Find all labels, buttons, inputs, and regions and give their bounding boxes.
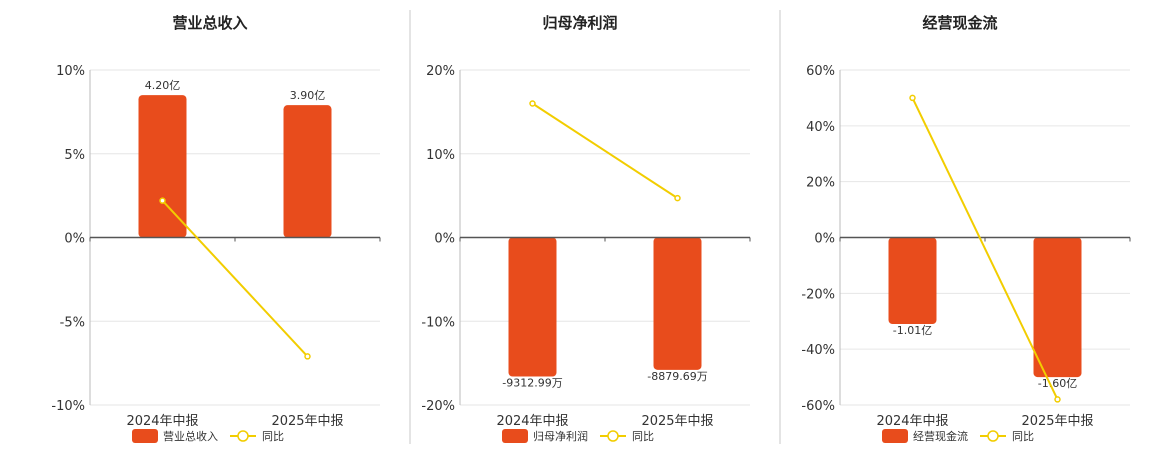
- chart-panel-2: 归母净利润 20% 10% 0% -10% -20% -9312.99万 -8879.69万 2…: [421, 14, 751, 443]
- x-tick-label: 2025年中报: [271, 414, 343, 429]
- bar-data-label: -9312.99万: [502, 377, 562, 390]
- chart-panel-1: 营业总收入 10% 5% 0% -5% -10% 4.20亿 3.90亿 2024年中报 2025…: [51, 14, 381, 443]
- y-tick-label: -60%: [801, 399, 835, 414]
- yoy-point: [674, 194, 681, 202]
- legend-line-label: 同比: [632, 430, 654, 443]
- bar: [283, 105, 332, 238]
- bar-data-label: 4.20亿: [145, 79, 181, 92]
- yoy-point: [909, 94, 916, 102]
- yoy-line: [911, 97, 1059, 400]
- y-tick-label: 10%: [426, 148, 455, 163]
- chart-title: 营业总收入: [172, 14, 247, 32]
- y-tick-label: 20%: [426, 64, 455, 79]
- y-tick-label: 60%: [806, 64, 835, 79]
- legend-bar-swatch: [502, 429, 528, 443]
- legend-line-marker: [237, 430, 249, 442]
- x-tick-label: 2024年中报: [876, 414, 948, 429]
- y-tick-label: 0%: [64, 232, 85, 247]
- bar-data-label: -1.01亿: [893, 324, 932, 337]
- bar: [1033, 237, 1082, 378]
- y-tick-label: 20%: [806, 176, 835, 191]
- y-tick-label: -10%: [421, 315, 455, 330]
- y-tick-label: -20%: [421, 399, 455, 414]
- chart-panel-3: 经营现金流 60% 40% 20% 0% -20% -40% -60% -1.01亿 -1.60亿…: [801, 14, 1131, 443]
- legend-line-marker: [607, 430, 619, 442]
- yoy-point: [529, 100, 536, 107]
- x-tick-label: 2025年中报: [1021, 414, 1093, 429]
- y-tick-label: -40%: [801, 343, 835, 358]
- bar: [508, 237, 557, 377]
- bar: [653, 237, 702, 370]
- bar-data-label: 3.90亿: [290, 89, 326, 102]
- yoy-point: [1054, 396, 1061, 403]
- legend-bar-swatch: [882, 429, 908, 443]
- legend-bar-label: 营业总收入: [163, 429, 218, 443]
- y-tick-label: -5%: [60, 315, 85, 330]
- yoy-point: [159, 197, 166, 204]
- legend-bar-label: 经营现金流: [913, 429, 968, 443]
- y-tick-label: -10%: [51, 399, 85, 414]
- y-tick-label: 40%: [806, 120, 835, 135]
- legend-line-marker: [987, 430, 999, 442]
- chart-title: 经营现金流: [922, 14, 997, 32]
- y-tick-label: 10%: [56, 64, 85, 79]
- x-tick-label: 2024年中报: [126, 414, 198, 429]
- legend-line-label: 同比: [1012, 430, 1034, 443]
- yoy-line: [161, 199, 309, 358]
- chart-title: 归母净利润: [542, 14, 617, 32]
- yoy-point: [304, 353, 311, 360]
- x-tick-label: 2025年中报: [641, 414, 713, 429]
- legend-bar-swatch: [132, 429, 158, 443]
- y-tick-label: 0%: [814, 232, 835, 247]
- yoy-line: [531, 102, 679, 199]
- y-tick-label: 5%: [64, 148, 85, 163]
- bar-data-label: -1.60亿: [1038, 377, 1077, 390]
- bar: [888, 237, 937, 325]
- x-tick-label: 2024年中报: [496, 414, 568, 429]
- bar: [138, 95, 187, 238]
- bar-data-label: -8879.69万: [647, 370, 707, 383]
- y-tick-label: 0%: [434, 232, 455, 247]
- y-tick-label: -20%: [801, 287, 835, 302]
- legend-line-label: 同比: [262, 430, 284, 443]
- legend-bar-label: 归母净利润: [533, 429, 588, 443]
